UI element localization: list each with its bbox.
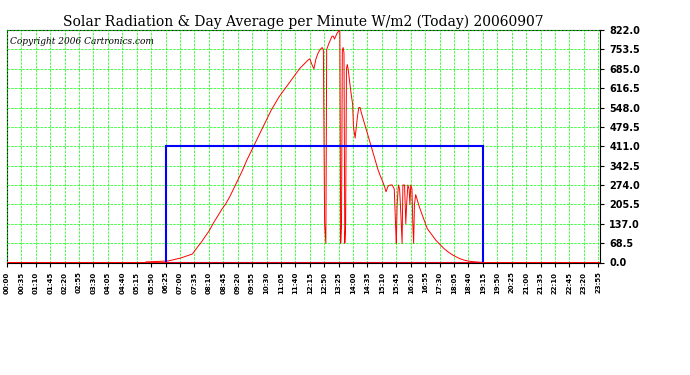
Bar (166, 146, 483, 262)
Title: Solar Radiation & Day Average per Minute W/m2 (Today) 20060907: Solar Radiation & Day Average per Minute… (63, 15, 544, 29)
Text: Copyright 2006 Cartronics.com: Copyright 2006 Cartronics.com (10, 37, 154, 46)
